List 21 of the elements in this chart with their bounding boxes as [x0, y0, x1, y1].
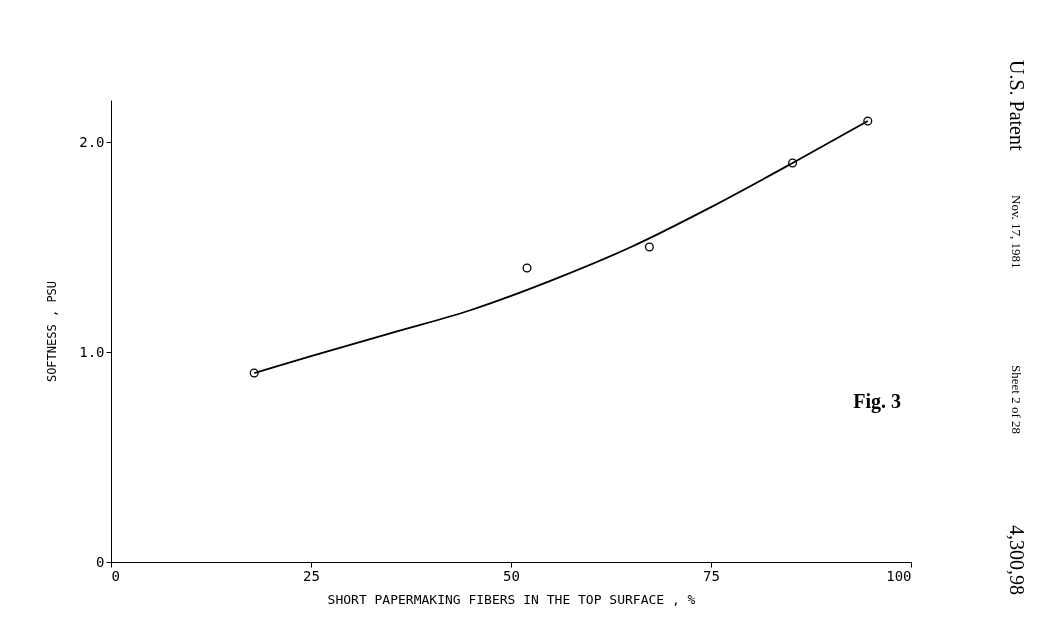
point [863, 116, 873, 126]
point [788, 158, 798, 168]
x-tick-label: 25 [303, 567, 320, 584]
y-tick-label: 0 [96, 553, 105, 570]
point [522, 263, 532, 273]
line-series [253, 120, 869, 374]
point [644, 242, 654, 252]
x-tick-label: 50 [503, 567, 520, 584]
x-tick-label: 0 [111, 567, 120, 584]
x-tick-label: 75 [703, 567, 720, 584]
text: Sheet 2 of 28 [1009, 365, 1024, 434]
annotation: Fig. 3 [853, 390, 901, 413]
y-tick-label: 1.0 [79, 343, 105, 360]
text: Nov. 17, 1981 [1009, 195, 1024, 269]
y-axis-title: SOFTNESS , PSU [45, 280, 60, 383]
x-axis-title: SHORT PAPERMAKING FIBERS IN THE TOP SURFACE , % [327, 591, 696, 607]
y-tick-label: 2.0 [79, 133, 105, 150]
point [249, 368, 259, 378]
text: 4,300,98 [1006, 525, 1028, 595]
x-tick-label: 100 [886, 567, 912, 584]
text: U.S. Patent [1006, 60, 1028, 151]
